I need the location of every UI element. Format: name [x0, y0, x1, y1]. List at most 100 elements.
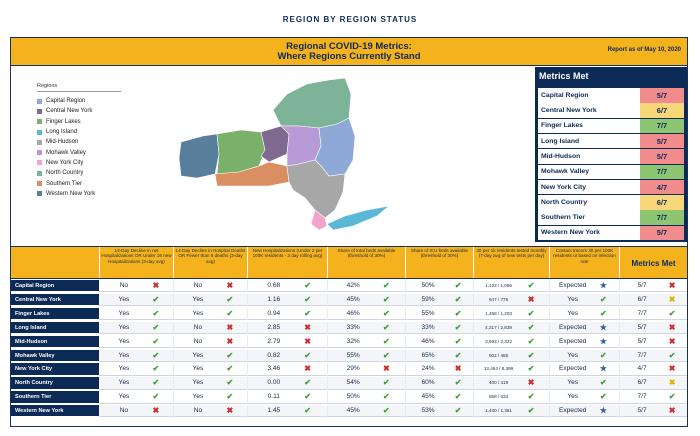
column-divider: [619, 405, 620, 418]
metrics-panel: Regional COVID-19 Metrics: Where Regions…: [10, 37, 688, 427]
column-divider: [549, 405, 550, 418]
check-icon: ✔: [152, 322, 160, 332]
cell-value: 46%: [421, 337, 435, 345]
metrics-met-region: Central New York: [541, 107, 597, 115]
column-divider: [473, 293, 474, 307]
cell-value: 502 / 485: [488, 352, 509, 358]
check-icon: ✔: [600, 308, 607, 318]
column-header-8: Metrics Met: [619, 247, 687, 278]
check-icon: ✔: [454, 294, 462, 304]
check-icon: ✔: [600, 294, 607, 304]
metrics-met-row-southern-tier: Southern Tier 7/7: [538, 210, 684, 225]
cell-value: No: [193, 407, 203, 415]
table-row: Central New York Yes ✔ Yes ✔ 1.16 ✔ 45% ✔ 59% ✔ 647…: [11, 293, 687, 307]
x-icon: ✖: [527, 294, 535, 304]
column-divider: [549, 321, 550, 335]
legend-label: Mid-Hudson: [46, 139, 79, 146]
cell-value: Yes: [192, 379, 204, 387]
legend-item: Mid-Hudson: [37, 137, 147, 147]
metrics-met-value: 7/7: [640, 118, 684, 134]
cell-value: Yes: [192, 365, 204, 373]
check-icon: ✔: [152, 308, 160, 318]
banner-title-line2: Where Regions Currently Stand: [277, 51, 421, 62]
table-row: Southern Tier Yes ✔ Yes ✔ 0.11 ✔ 50% ✔ 45% ✔ 858 / …: [11, 391, 687, 404]
cell-value: Expected: [558, 407, 587, 415]
legend-label: Central New York: [46, 108, 93, 115]
row-region-name: North Country: [11, 377, 99, 390]
x-icon: ✖: [226, 406, 234, 416]
warning-x-icon: ✖: [668, 378, 676, 388]
cell-value: Yes: [567, 295, 579, 303]
table-row: Finger Lakes Yes ✔ Yes ✔ 0.94 ✔ 46% ✔ 55% ✔ 1,458 /…: [11, 307, 687, 321]
x-icon: ✖: [152, 406, 160, 416]
legend-swatch: [37, 181, 42, 187]
cell-value: 45%: [346, 295, 360, 303]
cell-value: 33%: [421, 323, 435, 331]
row-region-name: Mohawk Valley: [11, 349, 99, 362]
x-icon: ✖: [226, 336, 234, 346]
cell-value: Yes: [567, 309, 579, 317]
cell-value: No: [119, 282, 129, 289]
check-icon: ✔: [226, 364, 234, 374]
check-icon: ✔: [383, 322, 390, 332]
cell-value: 3,993 / 2,322: [485, 338, 512, 344]
metrics-met-row-new-york-city: New York City 4/7: [538, 179, 684, 195]
column-divider: [173, 321, 174, 335]
column-divider: [549, 293, 550, 307]
cell-value: No: [193, 282, 203, 289]
cell-value: 5/7: [637, 337, 647, 345]
cell-value: 53%: [421, 407, 435, 415]
check-icon: ✔: [527, 336, 535, 346]
cell-value: 4/7: [637, 365, 647, 373]
check-icon: ✔: [152, 378, 160, 388]
check-icon: ✔: [600, 392, 607, 402]
check-icon: ✔: [304, 392, 311, 402]
column-divider: [327, 391, 328, 404]
check-icon: ✔: [383, 294, 390, 304]
row-region-name: Finger Lakes: [11, 307, 99, 321]
column-divider: [549, 280, 550, 293]
metrics-met-row-mohawk-valley: Mohawk Valley 7/7: [538, 164, 684, 179]
column-divider: [619, 307, 620, 321]
column-divider: [619, 280, 620, 293]
check-icon: ✔: [383, 378, 390, 388]
cell-value: Expected: [558, 337, 587, 345]
x-icon: ✖: [668, 364, 676, 374]
cell-value: Yes: [192, 351, 204, 359]
cell-value: Yes: [118, 295, 130, 303]
check-icon: ✔: [527, 406, 535, 416]
legend-item: North Country: [37, 168, 147, 178]
legend-swatch: [37, 170, 42, 176]
x-icon: ✖: [383, 364, 390, 374]
metrics-met-row-central-new-york: Central New York 6/7: [538, 103, 684, 118]
column-header-4: Share of total beds available (threshold…: [327, 247, 405, 278]
cell-value: 50%: [346, 393, 360, 401]
column-divider: [327, 363, 328, 376]
x-icon: ✖: [454, 364, 462, 374]
metrics-met-row-north-country: North Country 6/7: [538, 195, 684, 210]
star-icon: ★: [599, 364, 607, 374]
cell-value: 7/7: [637, 393, 647, 401]
column-divider: [619, 293, 620, 307]
cell-value: 6/7: [637, 379, 647, 387]
cell-value: 7/7: [637, 351, 647, 359]
metrics-met-value: 7/7: [640, 164, 684, 179]
metrics-met-row-finger-lakes: Finger Lakes 7/7: [538, 118, 684, 134]
map-region-north-country: [272, 77, 352, 129]
metrics-met-value: 5/7: [640, 149, 684, 164]
column-divider: [405, 335, 406, 348]
legend-swatch: [37, 150, 42, 156]
check-icon: ✔: [383, 406, 390, 416]
x-icon: ✖: [668, 322, 676, 332]
column-divider: [327, 307, 328, 321]
metrics-met-row-long-island: Long Island 5/7: [538, 133, 684, 149]
column-divider: [549, 363, 550, 376]
column-divider: [173, 363, 174, 376]
column-divider: [549, 335, 550, 348]
metrics-met-region: Mohawk Valley: [541, 168, 589, 176]
check-icon: ✔: [152, 294, 160, 304]
banner-title: Regional COVID-19 Metrics: Where Regions…: [11, 42, 687, 62]
check-icon: ✔: [454, 392, 462, 402]
check-icon: ✔: [152, 392, 160, 402]
table-row: North Country Yes ✔ Yes ✔ 0.00 ✔ 54% ✔ 60% ✔ 400 / …: [11, 377, 687, 390]
